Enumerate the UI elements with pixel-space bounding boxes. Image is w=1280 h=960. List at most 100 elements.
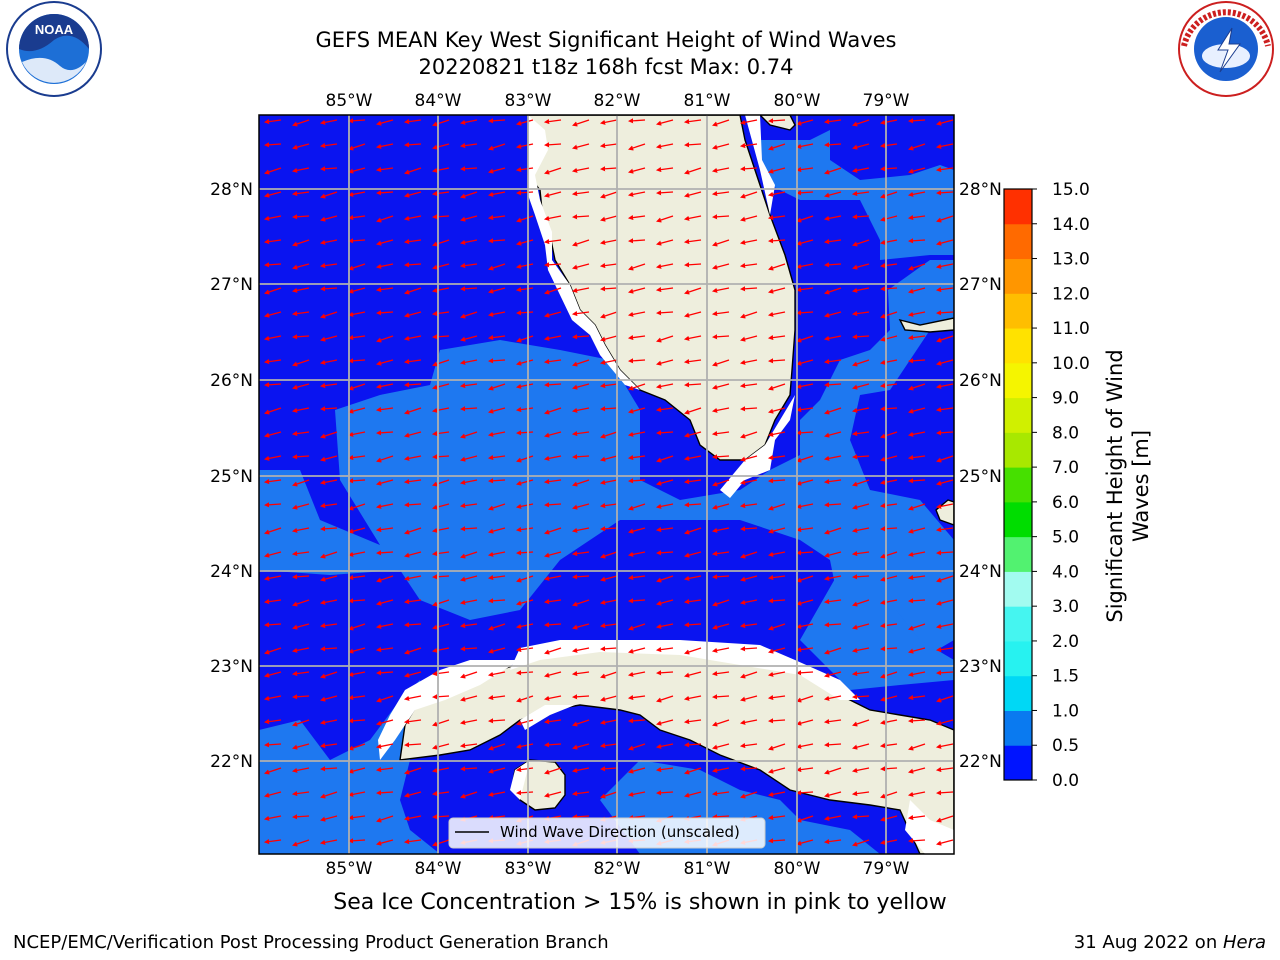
wind-arrow xyxy=(935,167,954,173)
wind-arrow xyxy=(543,119,562,125)
wind-arrow xyxy=(543,599,562,605)
wind-arrow xyxy=(683,599,702,605)
wind-arrow xyxy=(403,622,422,628)
wind-arrow xyxy=(767,358,786,364)
wind-arrow xyxy=(375,503,394,509)
wind-arrow xyxy=(459,623,478,629)
wind-arrow xyxy=(683,262,702,268)
wind-arrow xyxy=(627,767,646,774)
wind-arrow xyxy=(291,743,310,750)
wind-arrow xyxy=(935,119,954,126)
wind-arrow xyxy=(291,503,310,510)
wind-arrow xyxy=(684,527,702,535)
wind-arrow xyxy=(599,383,618,389)
wind-arrow xyxy=(404,767,422,775)
wind-arrow xyxy=(600,431,618,439)
wind-arrow xyxy=(711,694,730,700)
colorbar-segment xyxy=(1004,189,1032,225)
colorbar-tick-label: 9.0 xyxy=(1052,389,1079,409)
wind-arrow xyxy=(291,383,310,390)
wind-arrow xyxy=(263,839,282,845)
wind-arrow xyxy=(683,335,702,341)
colorbar-segment xyxy=(1004,328,1032,364)
wind-arrow xyxy=(767,838,786,844)
wind-arrow xyxy=(599,359,618,365)
wind-arrow xyxy=(851,287,870,293)
wind-arrow xyxy=(907,527,926,534)
wind-arrow xyxy=(487,551,506,557)
wind-arrow xyxy=(655,119,674,126)
wind-arrow xyxy=(851,767,870,773)
wind-arrow xyxy=(712,119,730,127)
wind-arrow xyxy=(543,719,562,725)
wind-arrow xyxy=(655,479,674,486)
wind-arrow xyxy=(459,359,478,365)
wind-arrow xyxy=(627,407,646,414)
wind-arrow xyxy=(348,503,366,511)
wind-arrow xyxy=(683,142,702,148)
wind-arrow xyxy=(908,743,926,751)
wind-arrow xyxy=(823,431,842,438)
wind-arrow xyxy=(263,742,282,748)
wind-arrow xyxy=(907,838,926,844)
wind-arrow xyxy=(768,143,786,151)
wind-arrow xyxy=(879,575,898,582)
wind-arrow xyxy=(880,791,898,799)
colorbar-segment xyxy=(1004,536,1032,572)
wind-arrow xyxy=(907,718,926,724)
wind-arrow xyxy=(935,599,954,606)
wind-arrow xyxy=(879,406,898,412)
noaa-logo: NOAA xyxy=(6,1,102,97)
wind-arrow xyxy=(936,215,954,223)
wind-arrow xyxy=(403,311,422,318)
wind-arrow xyxy=(852,719,870,727)
lat-label: 28°N xyxy=(959,180,1002,200)
wind-arrow xyxy=(852,119,870,127)
wind-arrow xyxy=(656,695,674,703)
wind-arrow xyxy=(711,334,730,340)
wind-arrow xyxy=(431,623,450,630)
wind-arrow xyxy=(823,671,842,678)
wind-arrow xyxy=(487,791,506,797)
wind-arrow xyxy=(852,479,870,487)
wind-arrow xyxy=(711,671,730,677)
wind-arrow xyxy=(683,191,702,198)
wind-arrow xyxy=(571,743,590,750)
wind-arrow xyxy=(655,407,674,413)
wind-arrow xyxy=(795,670,814,676)
colorbar-tick-label: 12.0 xyxy=(1052,284,1090,304)
wind-arrow xyxy=(935,550,954,556)
wind-arrow xyxy=(824,527,842,535)
wind-arrow xyxy=(935,430,954,436)
wind-arrow xyxy=(795,167,814,173)
wind-arrow xyxy=(796,455,814,463)
colorbar-tick-label: 1.0 xyxy=(1052,701,1079,721)
wind-arrow xyxy=(907,478,926,484)
wind-arrow xyxy=(711,167,730,173)
wind-arrow xyxy=(879,815,898,822)
wind-arrow xyxy=(459,479,478,485)
colorbar-tick-label: 11.0 xyxy=(1052,319,1090,339)
wind-arrow xyxy=(515,430,534,436)
wind-arrow xyxy=(796,575,814,583)
wind-arrow xyxy=(319,646,338,652)
wind-arrow xyxy=(487,647,506,654)
wind-arrow xyxy=(263,262,282,268)
wind-arrow xyxy=(823,839,842,845)
wind-arrow xyxy=(263,671,282,678)
wind-arrow xyxy=(851,214,870,220)
wind-arrow xyxy=(851,311,870,317)
wind-arrow xyxy=(711,767,730,773)
wind-arrow xyxy=(851,407,870,413)
lon-labels-top: 85°W 84°W 83°W 82°W 81°W 80°W 79°W xyxy=(326,91,910,111)
wind-arrow xyxy=(263,695,282,701)
lon-labels-bottom: 85°W 84°W 83°W 82°W 81°W 80°W 79°W xyxy=(326,859,910,879)
wind-arrow xyxy=(375,719,394,726)
wind-arrow xyxy=(459,215,478,222)
wind-arrow xyxy=(767,311,786,317)
wind-arrow xyxy=(487,695,506,701)
wind-arrow xyxy=(655,790,674,796)
lat-label: 26°N xyxy=(210,371,253,391)
wind-arrow xyxy=(627,311,646,317)
wind-arrow xyxy=(319,575,338,582)
